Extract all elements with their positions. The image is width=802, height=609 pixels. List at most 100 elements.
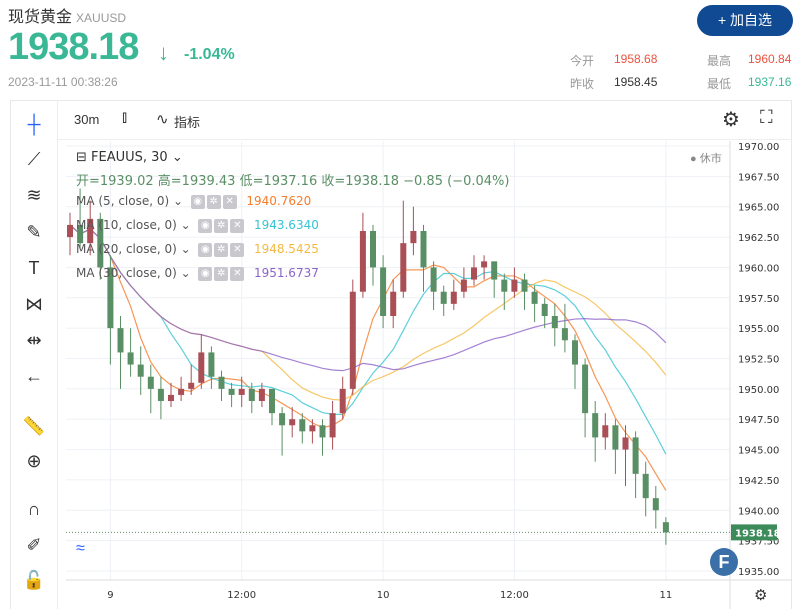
timestamp: 2023-11-11 00:38:26 [8, 75, 118, 89]
crosshair-icon[interactable]: ┼ [27, 114, 41, 134]
candle-type-icon[interactable]: ⫾ [122, 109, 128, 126]
candle-body [228, 388, 235, 395]
x-tick-label: 12:00 [227, 590, 256, 601]
ma-legend-row[interactable]: MA (20, close, 0) ⌄ ◉ ✲ ✕ 1948.5425 [76, 242, 319, 257]
candle-body [319, 425, 326, 438]
close-icon[interactable]: ✕ [230, 218, 245, 233]
candle-body [380, 267, 387, 316]
drawing-toolbar: ┼ ⟋ ≋ ✎ T ⋈ ⇹ ← 📏 ⊕ ∩ ✐ 🔓 [10, 100, 58, 609]
gear-icon[interactable]: ✲ [214, 242, 229, 257]
stat-label: 最高 [707, 54, 732, 68]
axis-settings-icon[interactable]: ⚙ [754, 587, 768, 604]
eye-icon[interactable]: ◉ [198, 242, 213, 257]
chart-toolbar: 30m ⫾ ∿ 指标 ⚙ ⛶ [58, 100, 792, 140]
candle-body [481, 261, 488, 268]
y-tick-label: 1962.50 [738, 233, 779, 244]
title-text: 现货黄金 [8, 9, 73, 26]
ma-line [69, 224, 667, 455]
prediction-icon[interactable]: ⇹ [26, 330, 42, 350]
x-tick-label: 11 [660, 590, 673, 601]
candle-body [501, 279, 508, 292]
stat-label: 昨收 [570, 77, 595, 91]
interval-button[interactable]: 30m [74, 112, 100, 127]
candle-body [440, 291, 447, 304]
y-tick-label: 1952.50 [738, 355, 779, 366]
indicators-button[interactable]: 指标 [174, 115, 201, 130]
unlock-icon[interactable]: 🔓 [22, 570, 46, 590]
candle-body [289, 419, 296, 426]
pattern-icon[interactable]: ⋈ [25, 294, 43, 314]
legend-ohlc: 开=1939.02 高=1939.43 低=1937.16 收=1938.18 … [76, 174, 510, 189]
candle-body [450, 291, 457, 304]
candle-body [612, 425, 619, 450]
ma-legend-row[interactable]: MA (30, close, 0) ⌄ ◉ ✲ ✕ 1951.6737 [76, 266, 319, 281]
x-tick-label: 10 [377, 590, 390, 601]
market-status: ● 休市 [690, 153, 722, 165]
gear-icon[interactable]: ✲ [206, 194, 221, 209]
symbol-label: FEAUUS, 30 [91, 150, 168, 165]
candle-body [188, 382, 195, 389]
candle-body [97, 218, 104, 268]
x-tick-label: 12:00 [500, 590, 529, 601]
candle-body [572, 340, 578, 365]
close-icon[interactable]: ✕ [230, 242, 245, 257]
stat-value: 1960.84 [748, 52, 792, 66]
ma-label: MA (5, close, 0) [76, 194, 170, 208]
eye-icon[interactable]: ◉ [190, 194, 205, 209]
trend-line-icon[interactable]: ⟋ [27, 149, 41, 169]
eye-icon[interactable]: ◉ [198, 218, 213, 233]
arrow-down-icon: ↓ [158, 40, 169, 65]
settings-icon[interactable]: ⚙ [722, 109, 740, 131]
close-icon[interactable]: ✕ [222, 194, 237, 209]
candle-body [531, 291, 538, 304]
ma-value: 1951.6737 [253, 266, 319, 280]
candle-body [541, 303, 548, 316]
candle-body [157, 388, 164, 401]
gear-icon[interactable]: ✲ [214, 218, 229, 233]
lock-drawing-icon[interactable]: ✐ [26, 535, 42, 555]
candle-body [208, 352, 215, 377]
gear-icon[interactable]: ✲ [214, 266, 229, 281]
legend-symbol[interactable]: ⊟ FEAUUS, 30 ⌄ [76, 150, 183, 165]
zoom-in-icon[interactable]: ⊕ [26, 451, 42, 471]
candle-body [592, 413, 599, 438]
candle-body [622, 437, 629, 450]
y-tick-label: 1950.00 [738, 385, 779, 396]
candle-body [521, 279, 528, 292]
y-tick-label: 1965.00 [738, 203, 779, 214]
candle-body [652, 498, 659, 511]
ruler-icon[interactable]: 📏 [22, 416, 46, 436]
fib-icon[interactable]: ≋ [26, 185, 42, 205]
brush-icon[interactable]: ✎ [26, 222, 42, 242]
candle-body [67, 224, 73, 238]
text-icon[interactable]: T [28, 258, 40, 278]
stat-value: 1958.45 [614, 75, 658, 89]
candle-body [218, 376, 225, 389]
ma-legend-row[interactable]: MA (5, close, 0) ⌄ ◉ ✲ ✕ 1940.7620 [76, 194, 312, 209]
candle-body [198, 352, 205, 383]
add-watchlist-button[interactable]: + 加自选 [697, 5, 793, 36]
stat-value: 1937.16 [748, 75, 792, 89]
y-tick-label: 1960.00 [738, 263, 779, 274]
candle-body [632, 437, 639, 474]
eye-icon[interactable]: ◉ [198, 266, 213, 281]
candle-body [642, 473, 649, 499]
candle-body [370, 231, 376, 268]
y-tick-label: 1947.50 [738, 415, 779, 426]
instrument-title: 现货黄金 XAUUSD [8, 3, 126, 27]
wave-logo-icon: ≈ [76, 540, 85, 557]
candle-body [349, 291, 356, 389]
candle-body [561, 328, 568, 341]
magnet-icon[interactable]: ∩ [27, 499, 41, 519]
candle-body [410, 231, 417, 244]
candle-body [551, 316, 558, 329]
close-icon[interactable]: ✕ [230, 266, 245, 281]
candle-body [400, 243, 407, 292]
indicator-icon[interactable]: ∿ [156, 111, 169, 128]
fullscreen-icon[interactable]: ⛶ [760, 107, 773, 127]
candle-body [430, 267, 437, 292]
ma-label: MA (20, close, 0) [76, 242, 177, 256]
ma-legend-row[interactable]: MA (10, close, 0) ⌄ ◉ ✲ ✕ 1943.6340 [76, 218, 319, 233]
back-arrow-icon[interactable]: ← [25, 366, 43, 386]
